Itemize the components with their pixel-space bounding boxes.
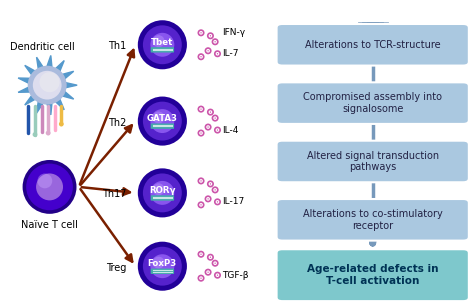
Text: Dendritic cell: Dendritic cell [10,42,75,52]
Ellipse shape [153,183,164,195]
Text: IL-7: IL-7 [222,49,239,58]
FancyBboxPatch shape [277,82,469,124]
Ellipse shape [210,111,211,113]
Text: Compromised assembly into
signalosome: Compromised assembly into signalosome [303,92,442,114]
Text: GATA3: GATA3 [147,114,178,123]
Ellipse shape [210,35,211,37]
Text: Naïve T cell: Naïve T cell [21,220,78,230]
Ellipse shape [201,132,202,134]
Text: FoxP3: FoxP3 [148,259,177,268]
Ellipse shape [217,275,218,276]
Ellipse shape [214,262,216,264]
Text: Altered signal transduction
pathways: Altered signal transduction pathways [307,151,439,172]
Ellipse shape [217,201,218,203]
Ellipse shape [138,97,187,146]
Ellipse shape [201,204,202,206]
Ellipse shape [36,173,63,200]
Ellipse shape [153,111,164,124]
FancyBboxPatch shape [151,124,174,129]
Text: IL-17: IL-17 [222,198,245,206]
Ellipse shape [59,122,64,127]
Ellipse shape [201,32,202,34]
Ellipse shape [150,33,174,57]
Ellipse shape [33,71,62,100]
FancyBboxPatch shape [151,47,174,53]
Text: Treg: Treg [106,263,126,273]
Text: Age-related defects in
T-cell activation: Age-related defects in T-cell activation [307,264,438,286]
Ellipse shape [214,117,216,119]
Ellipse shape [208,198,209,200]
FancyBboxPatch shape [151,195,174,201]
Text: IFN-γ: IFN-γ [222,28,246,37]
Ellipse shape [153,35,164,47]
Ellipse shape [201,278,202,279]
Ellipse shape [201,108,202,110]
Ellipse shape [217,129,218,131]
Ellipse shape [143,247,182,286]
Text: IL-4: IL-4 [222,126,238,135]
Ellipse shape [27,66,67,104]
Ellipse shape [214,189,216,191]
Ellipse shape [150,181,174,205]
Text: Th2: Th2 [108,117,126,127]
Ellipse shape [150,254,174,278]
Text: Alterations to co-stimulatory
receptor: Alterations to co-stimulatory receptor [303,209,443,231]
Ellipse shape [46,131,51,135]
Text: Th1: Th1 [108,41,126,51]
Text: Th17: Th17 [101,189,126,199]
Text: Alterations to TCR-structure: Alterations to TCR-structure [305,40,440,50]
Ellipse shape [153,257,164,268]
FancyBboxPatch shape [151,268,174,274]
FancyBboxPatch shape [277,24,469,66]
Ellipse shape [201,56,202,57]
Ellipse shape [208,271,209,273]
Ellipse shape [210,183,211,185]
Ellipse shape [33,132,37,137]
Ellipse shape [210,257,211,258]
Ellipse shape [217,53,218,54]
Ellipse shape [37,174,52,188]
Ellipse shape [201,254,202,255]
Ellipse shape [138,168,187,217]
Ellipse shape [150,109,174,133]
Text: RORγ: RORγ [149,186,175,195]
Ellipse shape [138,20,187,69]
Text: TGF-β: TGF-β [222,271,249,280]
Ellipse shape [39,72,60,92]
Polygon shape [18,56,77,115]
Ellipse shape [26,164,73,210]
Ellipse shape [208,50,209,51]
FancyBboxPatch shape [277,141,469,182]
Ellipse shape [143,25,182,64]
Ellipse shape [138,242,187,291]
Text: Tbet: Tbet [151,38,173,47]
Ellipse shape [201,180,202,182]
Ellipse shape [23,160,76,214]
Ellipse shape [208,127,209,128]
FancyBboxPatch shape [277,199,469,241]
FancyBboxPatch shape [277,249,469,301]
Ellipse shape [143,173,182,212]
Ellipse shape [143,102,182,140]
Ellipse shape [214,41,216,43]
